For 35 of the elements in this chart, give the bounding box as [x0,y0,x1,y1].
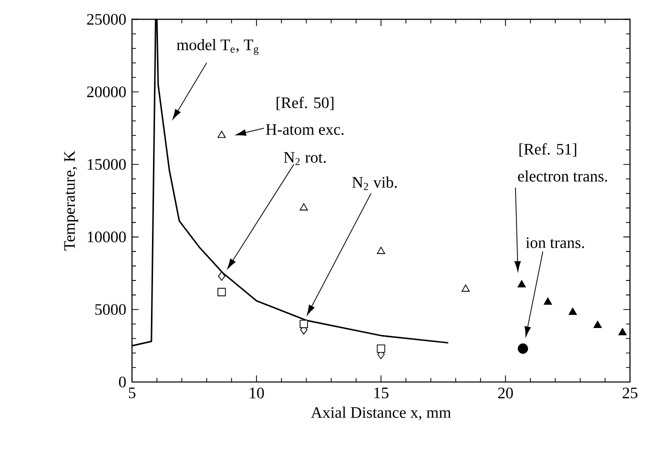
point [518,280,526,288]
point [218,130,226,138]
y-tick-label: 5000 [95,304,126,315]
point [568,308,577,315]
annotation: [Ref. 51] [519,143,576,157]
annotation: N$_{2}$ rot. [284,152,326,166]
point [300,203,308,210]
point [518,343,528,354]
annotation: H-atom exc. [266,124,344,135]
annotation: model T$_{e}$, T$_{g}$ [176,38,258,55]
point [218,271,226,281]
point [218,288,226,296]
annotation: ion trans. [526,237,584,248]
annotation: N$_{2}$ vib. [352,176,397,190]
annotation: electron trans. [518,170,608,182]
point [462,284,470,292]
x-axis-title: Axial Distance x, mm [310,406,451,420]
annotation: [Ref. 50] [276,96,334,110]
point [300,320,308,328]
point [376,344,386,353]
point [544,298,552,305]
y-tick-label: 25000 [87,14,126,25]
x-tick-label: 10 [250,388,264,398]
x-tick-label: 5 [128,388,136,398]
x-tick-label: 15 [374,388,388,398]
y-axis-title: Temperature, K [64,150,78,250]
x-tick-label: 20 [498,388,513,398]
y-tick-label: 20000 [87,86,126,98]
point [594,320,602,328]
y-tick-label: 0 [119,376,126,388]
y-tick-label: 15000 [88,159,126,170]
y-tick-label: 10000 [88,232,126,242]
point [618,328,627,336]
x-tick-label: 25 [622,388,638,398]
point [376,246,386,254]
